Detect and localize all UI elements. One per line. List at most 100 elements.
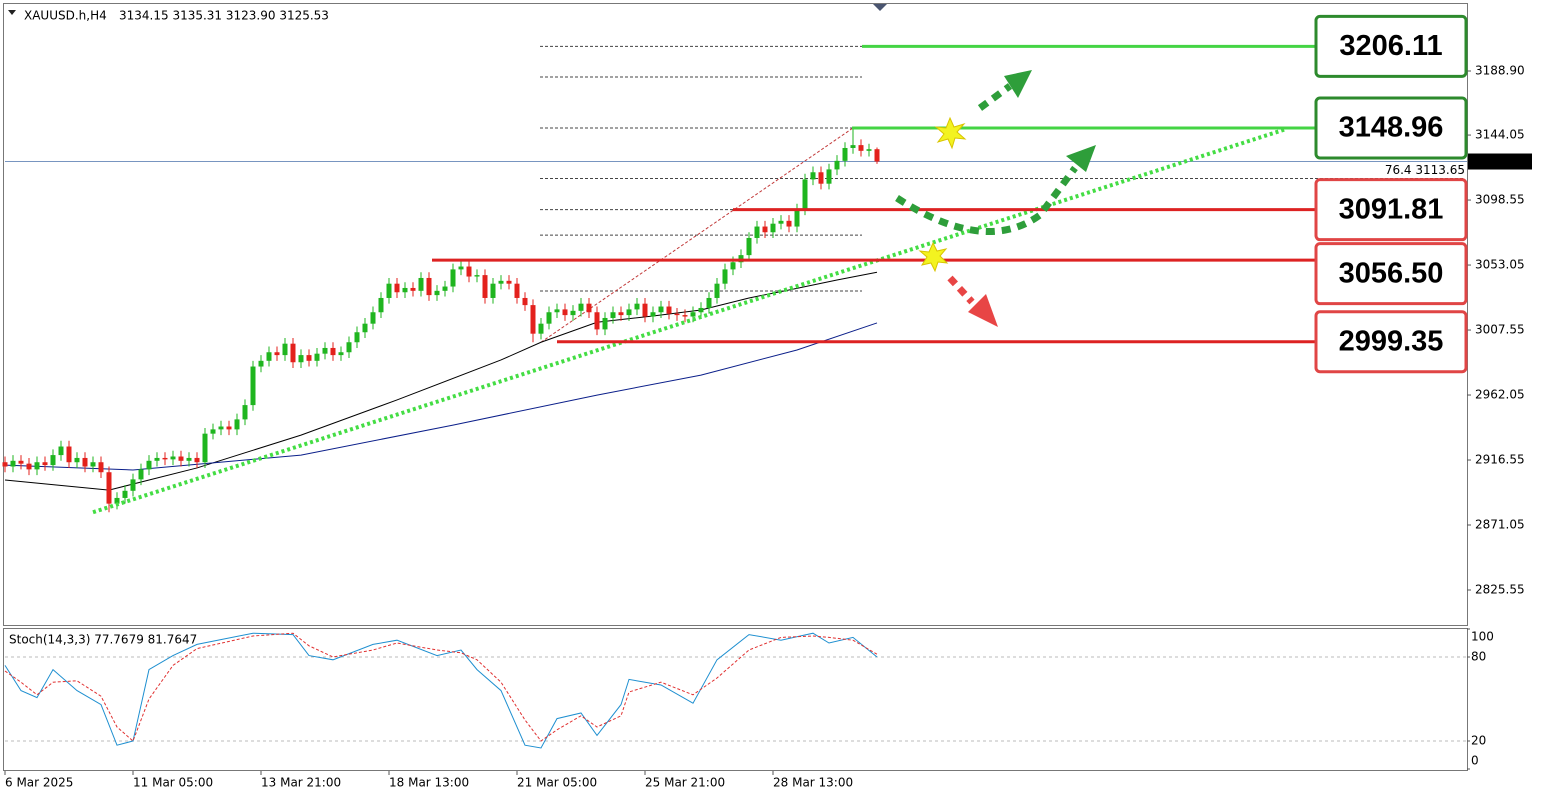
y-tick-label: 3098.55 [1475, 193, 1525, 207]
star [934, 116, 967, 150]
candle-body [642, 303, 648, 317]
candle-body [842, 147, 848, 161]
stoch-title: Stoch(14,3,3) 77.7679 81.7647 [9, 633, 197, 647]
candle-body [346, 342, 352, 353]
level-label: 3148.96 [1339, 112, 1444, 144]
candle-body [770, 223, 776, 233]
candle-body [442, 286, 448, 291]
candle-body [418, 277, 424, 291]
candle-body [242, 405, 248, 420]
candle-body [82, 457, 88, 467]
candle-body [234, 419, 240, 430]
candle-body [682, 315, 688, 317]
fib-anchor [540, 127, 854, 343]
candle-body [98, 462, 104, 473]
level-box [1314, 178, 1468, 242]
candle-body [762, 226, 768, 233]
candle-body [138, 469, 144, 480]
candle-body [202, 433, 208, 463]
price-label: 3125.53 [1475, 154, 1525, 168]
arrow-head [1066, 145, 1096, 172]
y-tick-label: 3053.05 [1475, 258, 1525, 272]
candle-body [394, 283, 400, 293]
candle-body [146, 460, 152, 470]
candle-body [498, 280, 504, 284]
candle-body [754, 226, 760, 238]
candle-body [322, 347, 328, 354]
stoch-line [4, 632, 878, 749]
arrow-head [1004, 70, 1032, 98]
candle-body [362, 323, 368, 333]
candle-body [874, 149, 880, 162]
candle-body [458, 266, 464, 270]
candle-body [114, 497, 120, 504]
candle-body [378, 297, 384, 313]
candle-body [522, 297, 528, 306]
stoch-line [4, 632, 878, 742]
candle-body [290, 343, 296, 363]
candle-body [698, 307, 704, 313]
candle-body [602, 317, 608, 330]
fib-label: 76.4 3113.65 [1385, 163, 1465, 177]
y-tick-label: 2916.55 [1475, 453, 1525, 467]
y-tick-label: 20 [1471, 734, 1486, 748]
candle-body [746, 237, 752, 256]
candle-body [618, 312, 624, 316]
x-tick-label: 11 Mar 05:00 [133, 776, 213, 790]
candle-body [306, 355, 312, 361]
candle-body [866, 149, 872, 151]
candle-body [130, 479, 136, 491]
candle-body [634, 303, 640, 310]
x-tick-label: 13 Mar 21:00 [261, 776, 341, 790]
x-tick-label: 28 Mar 13:00 [773, 776, 853, 790]
stoch-panel [3, 628, 1468, 771]
level-label: 3056.50 [1339, 257, 1444, 289]
candle-body [194, 457, 200, 463]
candle-body [106, 472, 112, 504]
candle-body [610, 312, 616, 318]
star [918, 241, 949, 273]
candle-body [250, 366, 256, 406]
annotations [895, 70, 1096, 327]
candle-body [10, 460, 16, 467]
menu-marker [8, 10, 16, 15]
candle-body [450, 269, 456, 287]
candle-body [122, 490, 128, 498]
y-tick-label: 2871.05 [1475, 518, 1525, 532]
arrow-up-1 [977, 83, 1013, 111]
candle-body [802, 179, 808, 210]
candle-body [626, 309, 632, 316]
candle-body [186, 457, 192, 461]
candle-body [162, 457, 168, 460]
candle-body [210, 429, 216, 434]
candle-body [42, 462, 48, 466]
shift-marker [873, 4, 887, 11]
candle-body [74, 457, 80, 463]
arrow-bounce [895, 165, 1078, 235]
y-tick-label: 80 [1471, 650, 1486, 664]
candle-body [666, 306, 672, 314]
price-label-box [1468, 153, 1532, 170]
symbol: XAUUSD.h,H4 [24, 9, 107, 23]
candle-body [386, 283, 392, 298]
y-tick-label: 2825.55 [1475, 583, 1525, 597]
ohlc: 3134.15 3135.31 3123.90 3125.53 [119, 9, 329, 23]
candle-body [850, 145, 856, 148]
level-label: 3206.11 [1339, 30, 1442, 62]
candle-body [834, 160, 840, 170]
candle-body [818, 172, 824, 184]
candle-body [554, 309, 560, 313]
arrow-down [947, 275, 975, 305]
candle-body [658, 306, 664, 313]
level-label: 2999.35 [1339, 325, 1444, 357]
candle-body [778, 220, 784, 224]
y-tick-label: 0 [1471, 754, 1479, 768]
candle-body [330, 347, 336, 356]
main-panel [3, 3, 1468, 626]
candle-body [538, 323, 544, 334]
candle-body [90, 462, 96, 467]
candle-body [722, 269, 728, 284]
candle-body [570, 310, 576, 316]
candle-body [650, 312, 656, 317]
